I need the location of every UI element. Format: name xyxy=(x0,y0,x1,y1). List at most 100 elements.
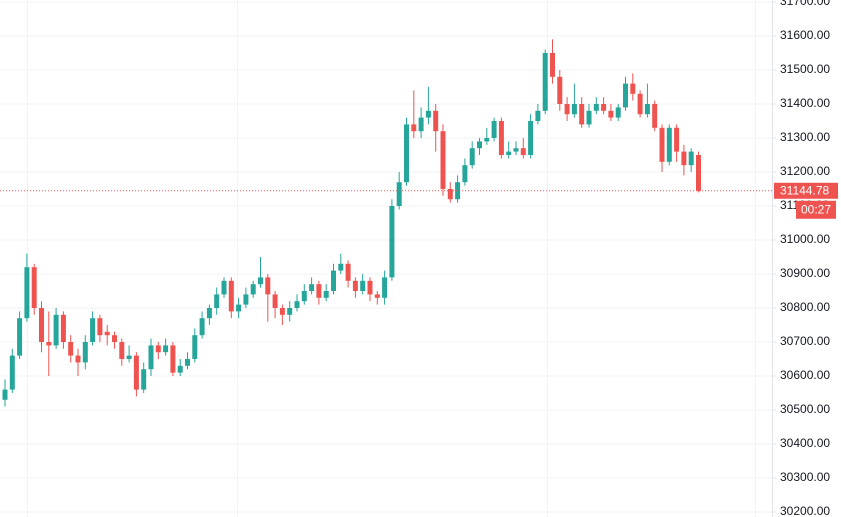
candle-body xyxy=(301,291,307,302)
candle-body xyxy=(389,206,395,278)
last-price-tag xyxy=(774,182,838,199)
candle-body xyxy=(177,365,183,373)
candle-body xyxy=(513,148,519,152)
candle-body xyxy=(272,294,278,308)
y-tick-label: 30600.00 xyxy=(780,368,830,382)
candle-body xyxy=(477,141,482,149)
candle-body xyxy=(104,331,110,336)
candle-body xyxy=(39,308,44,342)
y-tick-label: 30400.00 xyxy=(780,436,830,450)
candle-body xyxy=(24,267,30,319)
candle-body xyxy=(243,294,249,305)
candle-body xyxy=(148,345,154,370)
candle-body xyxy=(163,345,169,353)
candle-body xyxy=(141,369,147,390)
candle-body xyxy=(637,93,643,115)
candle-body xyxy=(199,318,205,336)
y-tick-label: 30200.00 xyxy=(780,504,830,517)
y-tick-label: 31300.00 xyxy=(780,130,830,144)
candle-body xyxy=(228,280,234,312)
candle-body xyxy=(586,110,592,125)
candle-body xyxy=(630,83,636,94)
y-tick-label: 31600.00 xyxy=(780,28,830,42)
candle-body xyxy=(462,165,468,183)
candle-body xyxy=(688,151,694,166)
y-tick-label: 30700.00 xyxy=(780,334,830,348)
candle-body xyxy=(623,83,628,108)
candle-body xyxy=(185,359,190,366)
candle-body xyxy=(82,342,88,363)
candle-body xyxy=(17,318,23,356)
candle-body xyxy=(287,308,293,315)
candle-body xyxy=(60,314,66,342)
candle-body xyxy=(571,104,577,115)
candle-body xyxy=(352,280,358,291)
y-tick-label: 31000.00 xyxy=(780,232,830,246)
candle-body xyxy=(221,280,227,295)
candle-body xyxy=(112,335,117,342)
candle-body xyxy=(360,280,366,291)
candle-body xyxy=(374,294,380,298)
candle-body xyxy=(206,308,212,319)
candle-body xyxy=(659,127,665,162)
y-tick-label: 31500.00 xyxy=(780,62,830,76)
candle-body xyxy=(309,284,315,291)
candle-body xyxy=(279,308,285,315)
y-tick-label: 30300.00 xyxy=(780,470,830,484)
candle-body xyxy=(535,110,541,121)
candle-body xyxy=(90,318,96,342)
candle-body xyxy=(126,355,132,359)
candle-body xyxy=(601,104,607,111)
candle-body xyxy=(155,345,161,353)
candle-body xyxy=(593,104,599,111)
countdown-tag xyxy=(796,200,836,219)
candle-body xyxy=(250,284,256,295)
candle-body xyxy=(484,138,490,142)
candle-body xyxy=(557,76,563,104)
candle-body xyxy=(265,277,271,295)
candle-body xyxy=(133,355,139,390)
candle-body xyxy=(418,117,424,132)
candle-body xyxy=(542,53,548,111)
candle-body xyxy=(323,291,329,298)
countdown-label: 00:27 xyxy=(801,202,831,216)
candle-body xyxy=(491,121,497,138)
candle-body xyxy=(68,342,74,356)
candle-body xyxy=(119,342,125,359)
candle-body xyxy=(367,280,373,295)
candle-body xyxy=(644,104,650,115)
candle-body xyxy=(681,151,687,166)
candle-body xyxy=(411,124,417,132)
candle-body xyxy=(258,277,263,285)
candle-body xyxy=(666,127,672,162)
candle-body xyxy=(236,304,242,312)
candle-body xyxy=(331,270,336,291)
candle-body xyxy=(192,335,198,359)
candle-body xyxy=(696,155,701,191)
candle-body xyxy=(46,342,52,346)
candle-body xyxy=(170,345,176,373)
candle-body xyxy=(31,267,37,308)
candle-body xyxy=(316,284,322,298)
candle-body xyxy=(396,182,402,206)
candle-body xyxy=(506,151,512,155)
last-price-label: 31144.78 xyxy=(780,183,829,197)
y-tick-label: 31700.00 xyxy=(780,0,830,8)
candle-body xyxy=(382,277,388,298)
candle-body xyxy=(579,104,585,125)
candle-body xyxy=(345,263,351,281)
candle-body xyxy=(214,294,220,308)
candle-body xyxy=(440,131,446,189)
candle-body xyxy=(674,127,680,152)
candle-body xyxy=(75,355,81,363)
candle-body xyxy=(455,182,461,200)
candle-body xyxy=(528,121,534,155)
candle-body xyxy=(652,104,658,128)
y-tick-label: 31200.00 xyxy=(780,164,830,178)
candle-body xyxy=(550,53,555,77)
candle-body xyxy=(608,110,614,118)
y-tick-label: 30500.00 xyxy=(780,402,830,416)
candle-body xyxy=(498,121,504,155)
